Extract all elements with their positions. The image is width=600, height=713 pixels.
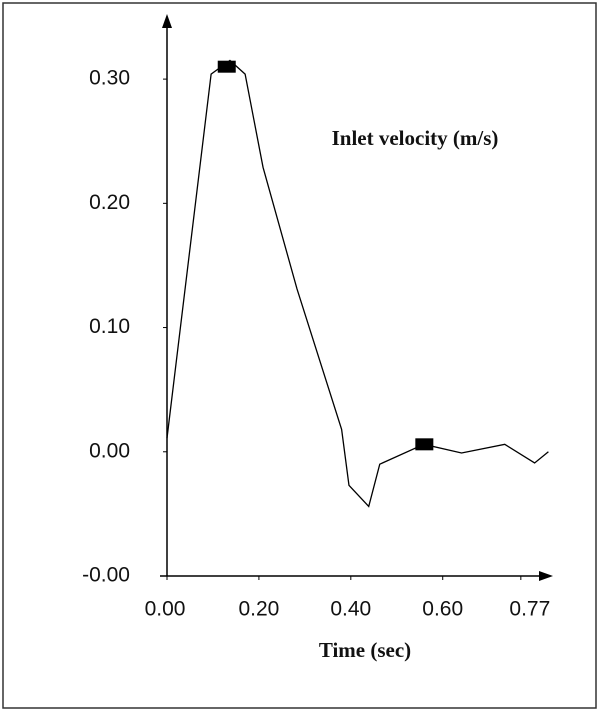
y-tick-label: 0.10 xyxy=(89,315,130,338)
x-axis-label: Time (sec) xyxy=(319,638,411,662)
y-tick-label: 0.30 xyxy=(89,67,130,90)
x-tick-label: 0.20 xyxy=(238,598,279,621)
x-tick-label: 0.00 xyxy=(145,598,186,621)
x-tick-label: 0.40 xyxy=(330,598,371,621)
y-tick-label: 0.20 xyxy=(89,191,130,214)
annotation: Inlet velocity (m/s) xyxy=(332,126,499,150)
marker xyxy=(217,60,236,73)
marker xyxy=(415,438,434,451)
x-tick-label: 0.77 xyxy=(509,598,550,621)
x-tick-label: 0.60 xyxy=(422,598,463,621)
y-tick-label: 0.00 xyxy=(89,439,130,462)
y-tick-label: -0.00 xyxy=(82,564,130,587)
y-axis-arrow xyxy=(162,14,172,28)
x-axis-arrow xyxy=(539,571,553,581)
